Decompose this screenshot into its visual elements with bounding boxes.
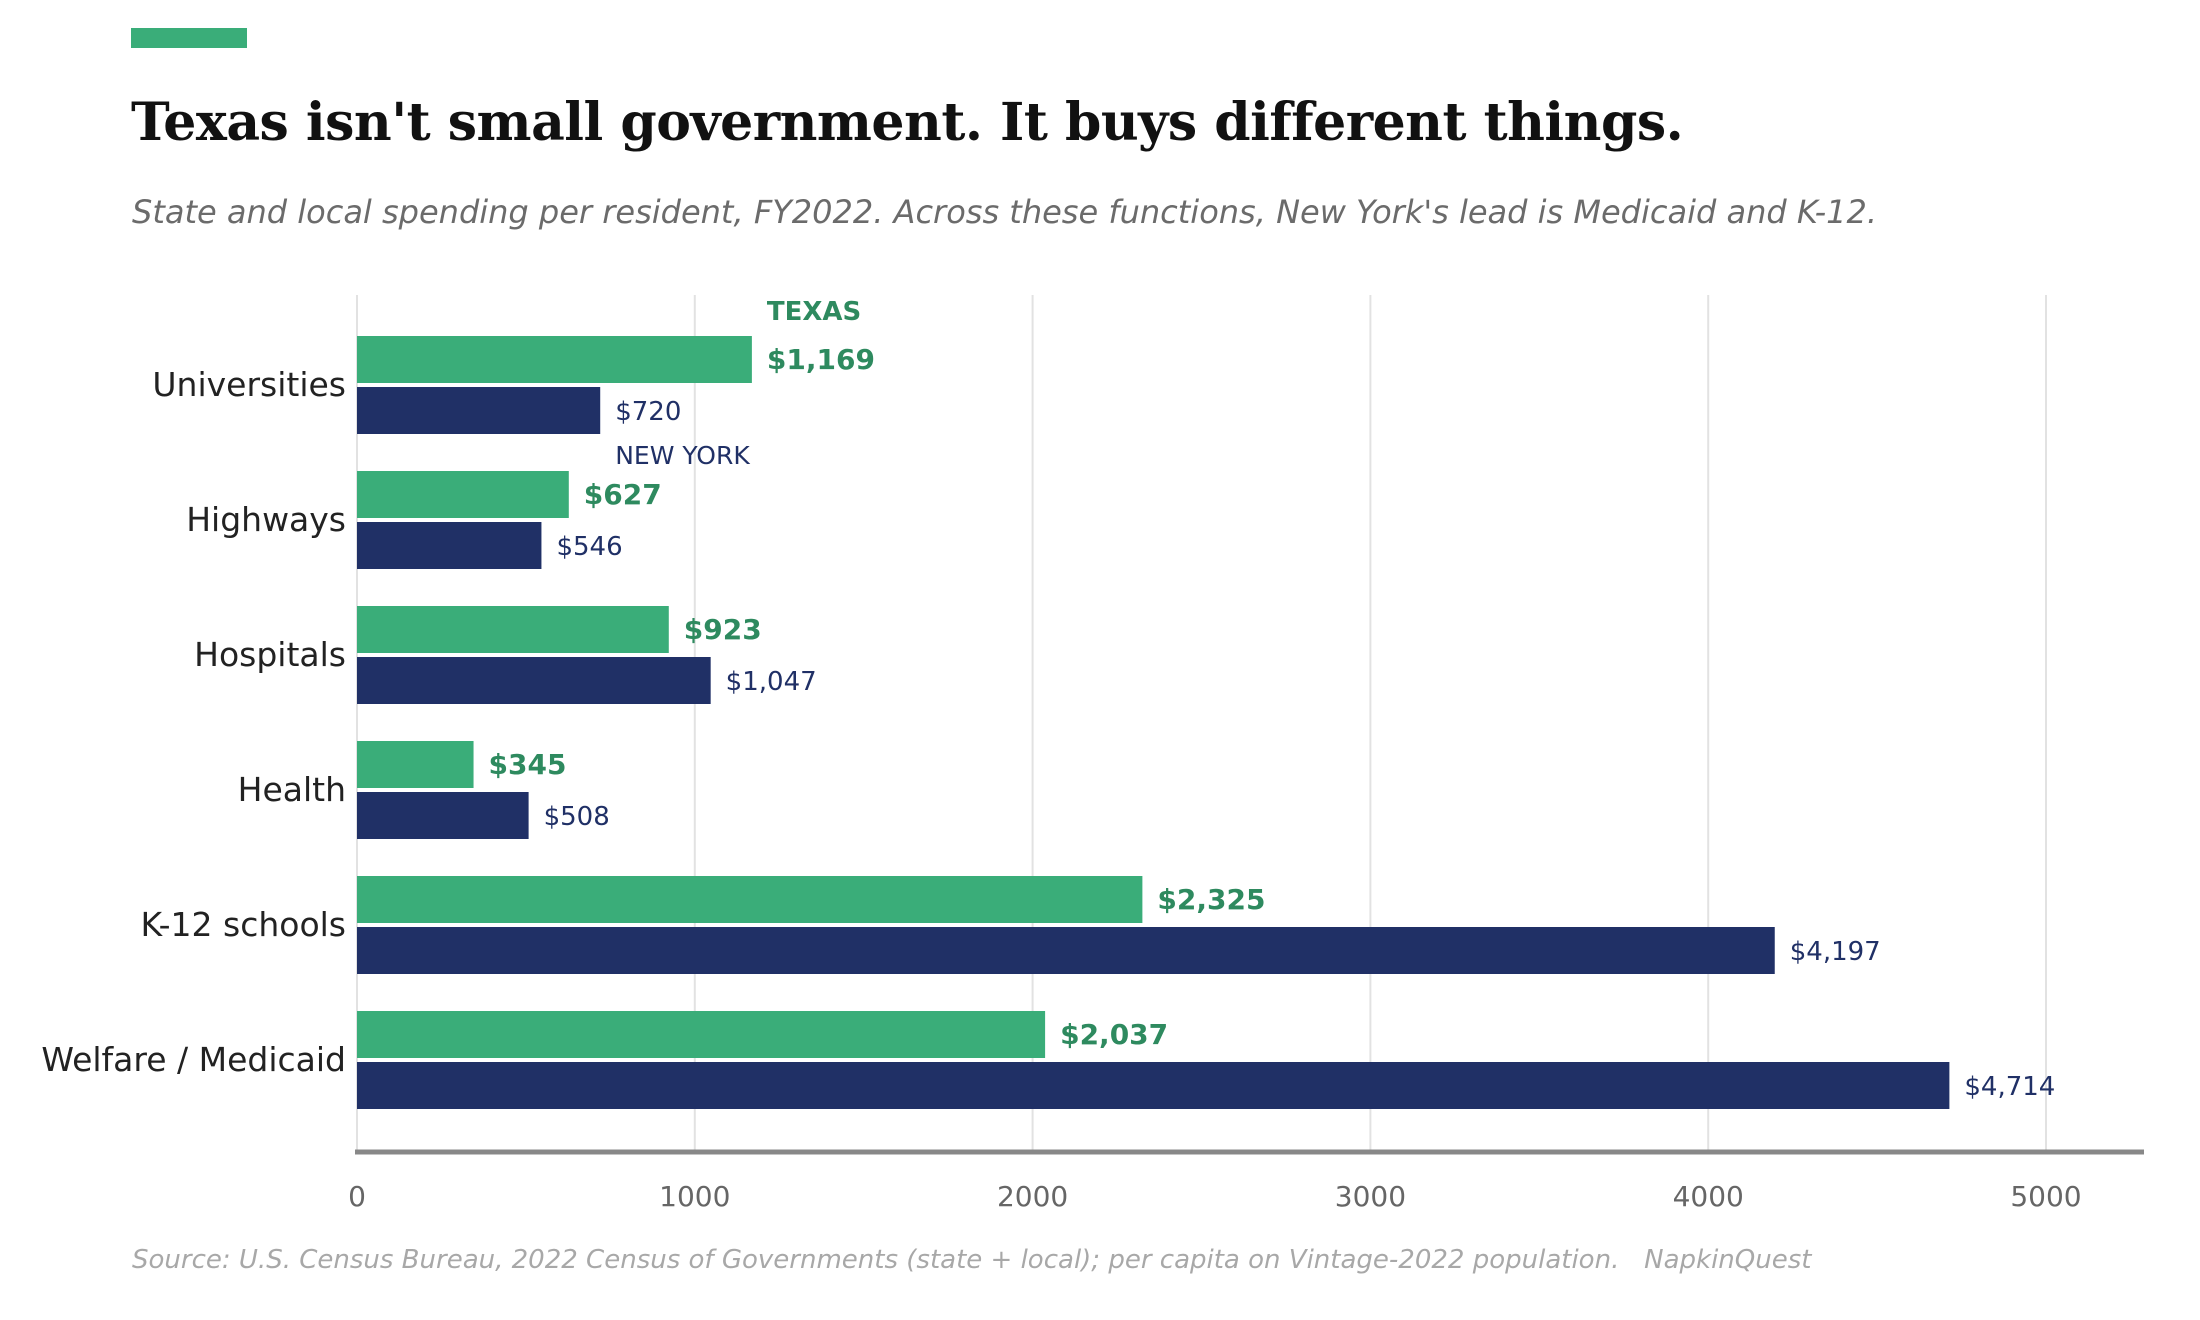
data-label-texas: $345 <box>489 748 567 781</box>
bar-texas <box>357 471 569 518</box>
series-label-texas: TEXAS <box>767 297 861 327</box>
bar-texas <box>357 606 669 653</box>
category-label: Highways <box>186 500 346 539</box>
data-label-texas: $2,325 <box>1157 883 1265 916</box>
x-tick-label: 5000 <box>2010 1180 2081 1213</box>
labels: Universities $1,169 $720 TEXAS NEW YORK Highw… <box>41 297 2055 1102</box>
series-label-new-york: NEW YORK <box>615 441 750 470</box>
data-label-new-york: $1,047 <box>726 667 817 697</box>
gridlines <box>356 295 2047 1150</box>
chart-title: Texas isn't small government. It buys di… <box>131 92 1684 153</box>
category-label: Welfare / Medicaid <box>41 1040 346 1079</box>
data-label-texas: $923 <box>684 613 762 646</box>
accent-bar <box>131 28 247 48</box>
data-label-texas: $627 <box>584 478 662 511</box>
data-label-new-york: $720 <box>615 397 681 427</box>
bar-texas <box>357 741 474 788</box>
brand-name: NapkinQuest <box>1644 1245 1812 1275</box>
source-note: Source: U.S. Census Bureau, 2022 Census … <box>132 1245 1811 1275</box>
bar-new-york <box>357 1062 1950 1109</box>
category-label: Health <box>238 770 346 809</box>
bar-texas <box>357 336 752 383</box>
chart-subtitle: State and local spending per resident, F… <box>132 193 1878 231</box>
category-label: Universities <box>152 365 346 404</box>
source-text: Source: U.S. Census Bureau, 2022 Census … <box>132 1245 1620 1275</box>
data-label-new-york: $546 <box>556 532 622 562</box>
x-tick-label: 4000 <box>1673 1180 1744 1213</box>
data-label-new-york: $4,714 <box>1964 1072 2055 1102</box>
x-axis: 0 1000 2000 3000 4000 5000 <box>348 1149 2144 1213</box>
x-tick-label: 1000 <box>659 1180 730 1213</box>
bars <box>357 336 1950 1109</box>
data-label-texas: $1,169 <box>767 343 875 376</box>
bar-new-york <box>357 927 1775 974</box>
bar-texas <box>357 1011 1046 1058</box>
bar-texas <box>357 876 1143 923</box>
x-tick-label: 3000 <box>1335 1180 1406 1213</box>
bar-new-york <box>357 792 529 839</box>
x-tick-label: 2000 <box>997 1180 1068 1213</box>
bar-new-york <box>357 387 601 434</box>
bar-new-york <box>357 522 542 569</box>
data-label-new-york: $508 <box>544 802 610 832</box>
category-label: Hospitals <box>194 635 346 674</box>
category-label: K-12 schools <box>140 905 346 944</box>
bar-new-york <box>357 657 711 704</box>
data-label-texas: $2,037 <box>1060 1018 1168 1051</box>
x-tick-label: 0 <box>348 1180 366 1213</box>
data-label-new-york: $4,197 <box>1790 937 1881 967</box>
